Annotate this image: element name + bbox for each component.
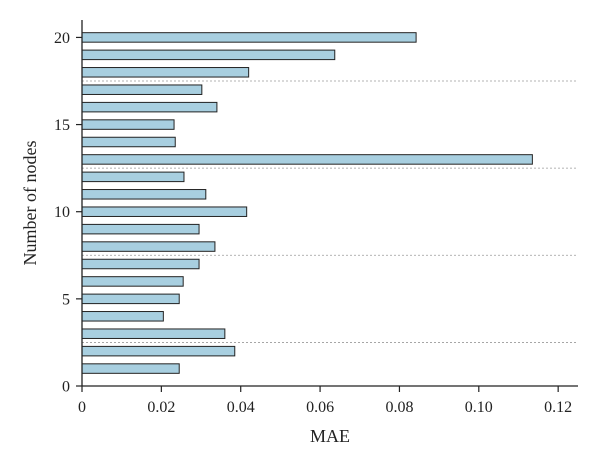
bar-18 [81, 67, 250, 78]
y-axis-label: Number of nodes [20, 141, 40, 266]
bar-16 [81, 101, 218, 113]
bar-2 [81, 345, 236, 357]
bar-15 [81, 119, 175, 130]
x-tick-label-2: 0.04 [227, 399, 255, 416]
bar-13 [81, 154, 533, 165]
bars-group [81, 32, 533, 374]
bar-5 [81, 293, 180, 305]
x-tick-label-6: 0.12 [544, 399, 572, 416]
x-tick-label-4: 0.08 [385, 399, 413, 416]
y-tick-label-2: 10 [54, 204, 70, 221]
y-tick-label-1: 5 [62, 291, 70, 308]
bar-7 [81, 258, 200, 270]
x-tick-label-3: 0.06 [306, 399, 334, 416]
bar-10 [81, 206, 248, 217]
bar-6 [81, 276, 184, 287]
bar-12 [81, 171, 185, 183]
x-tick-label-0: 0 [78, 399, 86, 416]
y-axis-ticks: 0 5 10 15 20 [54, 30, 82, 396]
y-tick-label-0: 0 [62, 379, 70, 396]
x-tick-label-5: 0.10 [465, 399, 493, 416]
bar-11 [81, 189, 207, 200]
y-tick-label-3: 15 [54, 117, 70, 134]
dotted-separators [82, 80, 578, 343]
bar-3 [81, 328, 226, 339]
bar-8 [81, 241, 216, 252]
bar-9 [81, 223, 200, 235]
bar-20 [81, 32, 417, 43]
bar-4 [81, 311, 164, 322]
bar-19 [81, 49, 336, 61]
bar-17 [81, 84, 203, 95]
bar-14 [81, 136, 176, 148]
x-axis-label: MAE [310, 426, 350, 446]
x-tick-label-1: 0.02 [147, 399, 175, 416]
bar-1 [81, 363, 180, 374]
x-axis-ticks: 0 0.02 0.04 0.06 0.08 0.10 0.12 [78, 386, 572, 416]
y-tick-label-4: 20 [54, 30, 70, 47]
